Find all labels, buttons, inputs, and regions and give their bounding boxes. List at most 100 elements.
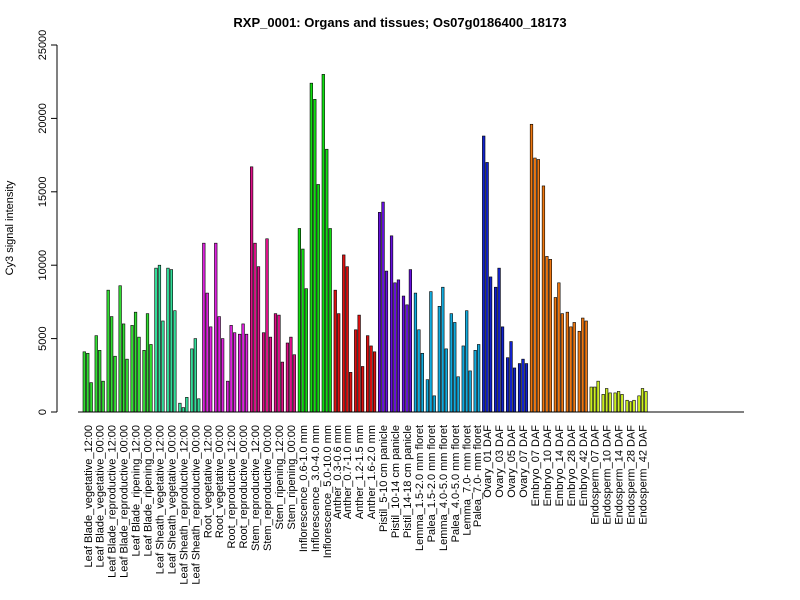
bar <box>273 313 278 413</box>
x-tick-label: Stem_ripening_12:00 <box>274 425 286 530</box>
bar <box>94 335 98 413</box>
bar <box>325 148 329 413</box>
bar <box>405 304 409 413</box>
bar <box>241 323 245 413</box>
bar <box>541 185 546 413</box>
bar <box>181 407 185 413</box>
x-tick-label: Anther_0.3-0.6 mm <box>332 425 344 519</box>
bar <box>142 350 146 413</box>
bar <box>193 338 197 413</box>
bar <box>449 313 453 413</box>
x-tick-label: Stem_reproductive_00:00 <box>262 425 274 551</box>
bar <box>625 399 629 413</box>
bar <box>589 386 593 413</box>
x-tick-label: Ovary_05 DAF <box>506 425 518 498</box>
bar <box>581 317 585 413</box>
x-tick-label: Root_vegetative_12:00 <box>202 425 214 538</box>
bar <box>217 316 221 413</box>
bar <box>461 345 465 413</box>
x-tick-label: Anther_1.6-2.0 mm <box>366 425 378 519</box>
bar <box>360 366 365 413</box>
y-tick-label: 25000 <box>37 30 49 61</box>
bar <box>337 313 341 413</box>
bar <box>321 74 325 413</box>
bar <box>401 295 406 413</box>
bar <box>628 401 633 413</box>
bar <box>545 256 549 413</box>
bar <box>640 388 645 413</box>
x-tick-label: Leaf Blade_vegetative_12:00 <box>83 425 95 568</box>
bar <box>125 358 129 413</box>
x-tick-label: Inflorescence_3.0-4.0 mm <box>310 425 322 552</box>
bar <box>572 322 576 413</box>
bar <box>205 292 209 413</box>
x-tick-label: Stem_reproductive_12:00 <box>250 425 262 551</box>
x-tick-label: Leaf Blade_vegetative_00:00 <box>95 425 107 568</box>
x-tick-label: Leaf Blade_ripening_12:00 <box>131 425 143 557</box>
bar <box>517 363 522 413</box>
x-tick-label: Palea_4.0-5.0 mm floret <box>450 425 462 542</box>
x-tick-label: Root_reproductive_12:00 <box>226 425 238 549</box>
bar <box>584 320 588 413</box>
x-tick-label: Lemma_4.0-5.0 mm floret <box>438 425 450 551</box>
bar <box>313 99 317 413</box>
x-tick-label: Leaf Sheath_reproductive_00:00 <box>190 425 202 585</box>
bar <box>366 335 370 413</box>
bar <box>529 123 534 413</box>
chart-title: RXP_0001: Organs and tissues; Os07g01864… <box>233 15 566 30</box>
bar <box>265 238 269 413</box>
bar <box>253 242 257 413</box>
x-tick-label: Endosperm_42 DAF <box>638 425 650 525</box>
x-tick-label: Ovary_07 DAF <box>518 425 530 498</box>
bar <box>268 336 273 413</box>
bar <box>437 305 441 413</box>
bar <box>82 351 86 413</box>
bar <box>473 350 477 413</box>
x-tick-label: Inflorescence_5.0-10.0 mm <box>322 425 334 558</box>
bar <box>149 344 153 413</box>
bar <box>384 270 389 413</box>
x-tick-label: Endosperm_14 DAF <box>614 425 626 525</box>
x-tick-label: Leaf Sheath_vegetative_12:00 <box>154 425 166 574</box>
bar <box>536 159 540 413</box>
bar <box>601 394 605 413</box>
x-tick-label: Stem_ripening_00:00 <box>286 425 298 530</box>
x-tick-label: Anther_0.7-1.0 mm <box>342 425 354 519</box>
bar <box>357 314 361 413</box>
bar <box>256 266 261 413</box>
x-tick-label: Leaf Blade_reproductive_12:00 <box>107 425 119 578</box>
bar <box>221 338 225 413</box>
bar <box>432 395 436 413</box>
bar <box>261 332 266 413</box>
bar <box>113 355 117 413</box>
bar <box>425 379 430 413</box>
bar <box>465 310 469 413</box>
bar <box>509 341 513 413</box>
bar <box>632 399 636 413</box>
x-tick-label: Embryo_10 DAF <box>542 425 554 507</box>
bar <box>106 289 110 413</box>
bar <box>333 289 337 413</box>
x-tick-label: Ovary_01 DAF <box>482 425 494 498</box>
bar <box>161 320 165 413</box>
bar <box>133 311 138 413</box>
bar <box>553 297 557 413</box>
x-tick-label: Root_vegetative_00:00 <box>214 425 226 538</box>
bar <box>202 242 206 413</box>
bar <box>620 394 624 413</box>
bar <box>226 380 230 413</box>
bar <box>396 279 401 413</box>
bar <box>280 361 285 413</box>
bar <box>345 266 349 413</box>
bar <box>565 311 569 413</box>
y-tick-label: 15000 <box>37 177 49 208</box>
bar <box>229 325 233 413</box>
bar <box>316 184 320 413</box>
bar <box>118 285 122 413</box>
bar <box>637 395 641 413</box>
x-tick-label: Lemma_1.5-2.0 mm floret <box>414 425 426 551</box>
bar <box>453 322 457 413</box>
y-tick-label: 10000 <box>37 250 49 281</box>
x-tick-label: Lemma_7.0- mm floret <box>462 425 474 536</box>
